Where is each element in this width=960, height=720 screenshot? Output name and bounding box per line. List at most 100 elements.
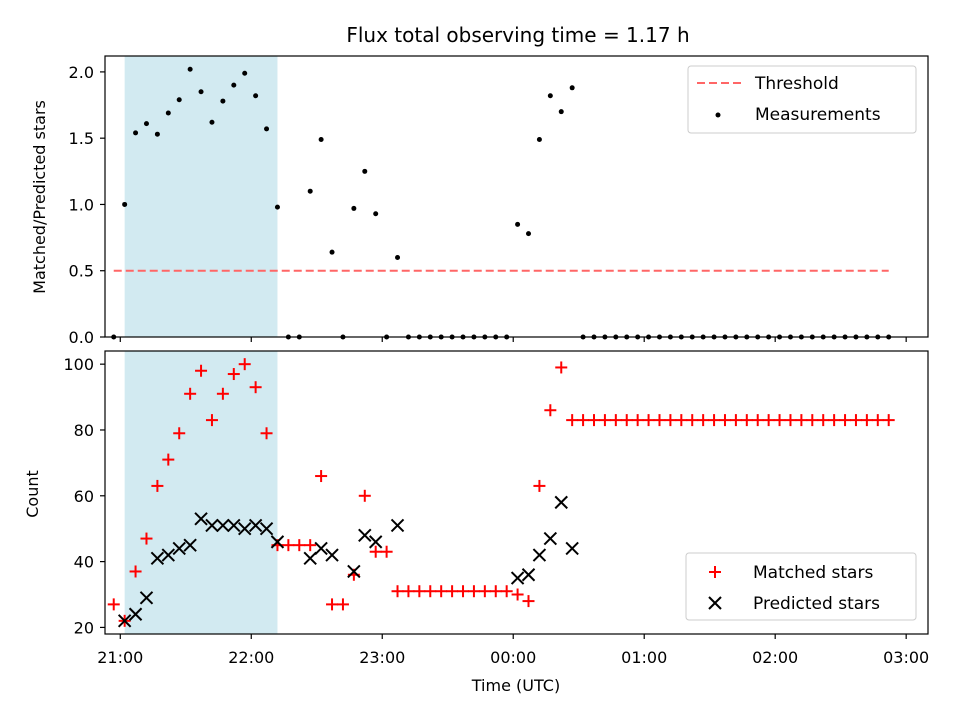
predicted-star-point — [161, 548, 176, 562]
matched-star-point — [828, 414, 841, 427]
y-tick-label: 80 — [74, 421, 94, 440]
legend-measurements-label: Measurements — [755, 105, 881, 125]
predicted-star-point — [150, 551, 165, 566]
top-legend: Threshold Measurements — [687, 65, 917, 134]
measurement-point — [198, 89, 204, 95]
matched-star-point — [697, 414, 710, 427]
predicted-star-point — [554, 495, 568, 510]
matched-star-point — [326, 598, 339, 611]
x-axis-label: Time (UTC) — [471, 676, 560, 695]
predicted-star-point — [194, 512, 208, 526]
x-tick-label: 22:00 — [228, 648, 274, 667]
predicted-star-point — [248, 518, 263, 533]
legend-matched-label: Matched stars — [753, 563, 873, 583]
measurement-point — [547, 93, 553, 99]
predicted-star-point — [565, 541, 579, 556]
matched-star-point — [522, 595, 535, 608]
matched-star-point — [315, 470, 328, 483]
measurement-point — [526, 231, 532, 237]
matched-star-point — [293, 539, 306, 552]
matched-star-point — [817, 414, 830, 427]
matched-star-point — [358, 489, 371, 502]
x-tick-label: 23:00 — [359, 648, 405, 667]
legend-predicted-label: Predicted stars — [753, 594, 880, 614]
measurement-point — [154, 131, 160, 137]
measurement-point — [264, 126, 270, 132]
measurement-point — [362, 168, 368, 174]
measurement-point — [231, 82, 237, 88]
matched-star-point — [544, 404, 557, 417]
bottom-legend: Matched stars Predicted stars — [685, 552, 917, 621]
bottom-x-ticks: 21:00 22:00 23:00 00:00 01:00 02:00 03:00 — [97, 634, 929, 667]
x-tick-label: 01:00 — [621, 648, 667, 667]
matched-star-point — [642, 414, 655, 427]
predicted-star-point — [358, 528, 372, 542]
measurement-point — [329, 249, 335, 255]
matched-star-point — [227, 368, 240, 381]
predicted-star-point — [216, 518, 230, 533]
measurement-point — [220, 98, 226, 104]
top-axes-frame — [104, 55, 929, 338]
y-tick-label: 60 — [74, 487, 94, 506]
matched-star-point — [860, 414, 873, 427]
bottom-axes-frame — [104, 350, 929, 635]
matched-star-point — [729, 414, 742, 427]
y-tick-label: 40 — [74, 553, 94, 572]
matched-star-point — [489, 585, 502, 598]
matched-star-point — [249, 381, 262, 394]
measurement-point — [558, 109, 564, 115]
bottom-highlight-span — [124, 351, 278, 634]
matched-star-point — [162, 453, 175, 466]
matched-star-point — [708, 414, 721, 427]
measurement-point — [122, 201, 128, 207]
highlight-region — [124, 351, 278, 634]
matched-star-point — [195, 364, 208, 377]
matched-star-point — [435, 585, 448, 598]
y-tick-label: 2.0 — [69, 63, 94, 82]
matched-star-point — [238, 358, 251, 371]
predicted-star-point — [238, 521, 252, 536]
predicted-star-point — [270, 535, 285, 549]
matched-star-point — [457, 585, 470, 598]
y-tick-label: 1.5 — [69, 129, 94, 148]
predicted-star-point — [128, 607, 143, 621]
matched-star-point — [566, 414, 579, 427]
matched-star-point — [129, 565, 142, 578]
matched-star-point — [587, 414, 600, 427]
top-highlight-span — [124, 56, 278, 337]
measurement-point — [176, 97, 182, 103]
predicted-star-point — [172, 541, 186, 556]
matched-star-point — [839, 414, 852, 427]
matched-star-point — [849, 414, 862, 427]
matched-star-point — [773, 414, 786, 427]
predicted-star-point — [543, 531, 558, 546]
matched-star-point — [467, 585, 480, 598]
matched-star-point — [446, 585, 459, 598]
y-tick-label: 0.0 — [69, 328, 94, 347]
matched-star-point — [173, 427, 186, 440]
matched-star-point — [511, 588, 524, 601]
bottom-y-axis-label: Count — [23, 470, 42, 518]
measurement-point — [274, 204, 280, 210]
matched-star-point — [675, 414, 688, 427]
matched-star-point — [577, 414, 590, 427]
matched-star-point — [140, 532, 153, 545]
matched-star-point — [282, 539, 295, 552]
matched-stars-series — [107, 358, 895, 627]
x-tick-label: 02:00 — [752, 648, 798, 667]
matched-star-point — [380, 545, 393, 558]
y-tick-label: 1.0 — [69, 195, 94, 214]
matched-star-point — [391, 585, 404, 598]
measurement-point — [133, 130, 139, 136]
measurement-point — [536, 137, 542, 143]
predicted-star-point — [259, 521, 274, 536]
matched-star-point — [533, 479, 546, 492]
matched-star-point — [686, 414, 699, 427]
predicted-star-point — [521, 568, 536, 582]
measurement-point — [143, 121, 149, 127]
matched-star-point — [304, 539, 317, 552]
matched-star-point — [369, 545, 382, 558]
measurement-point — [242, 70, 248, 76]
matched-star-point — [751, 414, 764, 427]
legend-matched-swatch — [709, 566, 721, 578]
